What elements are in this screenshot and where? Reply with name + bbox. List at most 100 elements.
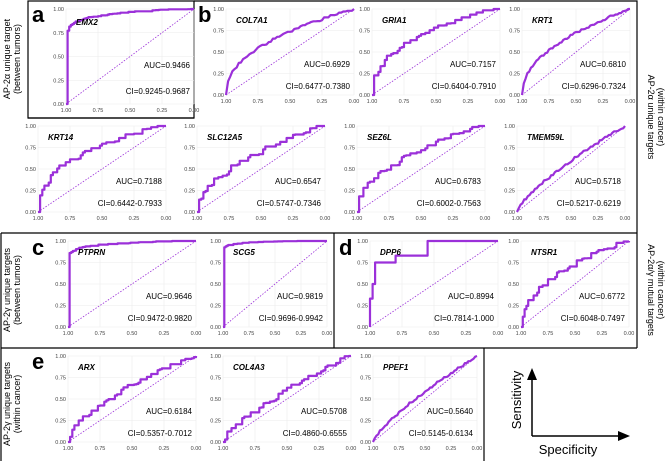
x-tick-label: 0.50 [270,331,281,337]
roc-curve-ptprn [68,239,196,329]
y-tick-label: 0.00 [357,325,368,331]
legend-sensitivity-label: Sensitivity [509,370,524,429]
y-tick-label: 0.50 [508,282,519,288]
x-tick-label: 0.00 [191,446,202,452]
gene-title-col4a3: COL4A3 [233,363,265,372]
y-tick-label: 1.00 [55,354,66,360]
frame-b [1,0,638,234]
ci-label-tmem59l: CI=0.5217-0.6219 [557,199,622,208]
gene-title-ppef1: PPEF1 [383,363,409,372]
y-tick-label: 1.00 [25,124,36,130]
x-tick-label: 1.00 [63,446,74,452]
x-tick-label: 1.00 [33,216,44,222]
y-tick-label: 0.75 [25,146,36,152]
y-tick-label: 0.25 [360,419,371,425]
x-tick-label: 0.25 [157,108,168,114]
x-tick-label: 0.75 [93,108,104,114]
x-tick-label: 1.00 [368,446,379,452]
x-tick-label: 1.00 [352,216,363,222]
gene-title-krt1: KRT1 [532,16,553,25]
ci-label-ptprn: CI=0.9472-0.9820 [128,314,193,323]
y-tick-label: 1.00 [504,124,515,130]
y-tick-label: 0.25 [344,189,355,195]
x-tick-label: 0.00 [349,99,360,105]
x-tick-label: 0.50 [416,216,427,222]
x-tick-label: 0.75 [397,331,408,337]
ci-label-sez6l: CI=0.6002-0.7563 [417,199,482,208]
roc-chart-dpp6: 1.00 0.75 0.50 0.25 0.00 0.00 0.25 0.50 0.75 1.00… [357,239,503,337]
reference-diagonal [516,125,626,213]
ci-label-arx: CI=0.5357-0.7012 [128,429,193,438]
side-label-mid-left-1: AP-2γ unique targets [2,247,12,332]
x-tick-label: 0.00 [161,216,172,222]
y-tick-label: 0.00 [504,210,515,216]
y-tick-label: 0.00 [344,210,355,216]
roc-chart-ntsr1: 1.00 0.75 0.50 0.25 0.00 0.00 0.25 0.50 0.75 1.00… [508,239,634,337]
roc-chart-ppef1: 1.00 0.75 0.50 0.25 0.00 0.00 0.25 0.50 0.75 1.00… [360,354,482,452]
roc-chart-gria1: 1.00 0.75 0.50 0.25 0.00 0.00 0.25 0.50 0.75 1.00… [359,7,505,105]
y-tick-label: 0.75 [210,376,221,382]
x-tick-label: 0.75 [95,331,106,337]
side-label-right-top-2: (within cancer) [656,88,666,147]
y-tick-label: 0.75 [55,261,66,267]
y-tick-label: 0.25 [55,419,66,425]
y-tick-label: 0.25 [184,189,195,195]
x-tick-label: 0.50 [256,216,267,222]
x-tick-label: 1.00 [516,331,527,337]
y-tick-label: 0.25 [210,419,221,425]
panel-letter-e: e [32,349,44,374]
auc-label-gria1: AUC=0.7157 [450,60,497,69]
x-tick-label: 0.75 [244,331,255,337]
x-tick-label: 1.00 [512,216,523,222]
panel-letter-d: d [339,235,352,260]
roc-curve-scg5 [223,239,327,329]
side-label-mid-right-2: (within cancer) [656,261,666,320]
x-tick-label: 1.00 [367,99,378,105]
y-tick-label: 0.50 [53,55,64,61]
ci-label-scg5: CI=0.9696-0.9942 [259,314,324,323]
roc-chart-scg5: 1.00 0.75 0.50 0.25 0.00 0.00 0.25 0.50 0.75 1.00… [210,239,332,337]
x-tick-label: 1.00 [63,331,74,337]
roc-curve-ppef1 [372,354,478,443]
y-tick-label: 0.00 [360,440,371,446]
roc-chart-ptprn: 1.00 0.75 0.50 0.25 0.00 0.00 0.25 0.50 0.75 1.00… [55,239,201,337]
roc-curve-ntsr1 [521,240,631,329]
y-tick-label: 0.50 [210,397,221,403]
roc-curve-col7a1 [224,8,355,96]
frame-cd [0,233,638,349]
y-tick-label: 0.75 [213,29,224,35]
x-tick-label: 0.00 [625,99,636,105]
y-tick-label: 1.00 [53,7,64,13]
roc-chart-col4a3: 1.00 0.75 0.50 0.25 0.00 0.00 0.25 0.50 0.75 1.00… [210,354,356,452]
x-tick-label: 0.75 [543,331,554,337]
gene-title-sez6l: SEZ6L [367,133,392,142]
y-tick-label: 0.50 [55,282,66,288]
x-tick-label: 0.25 [597,331,608,337]
x-tick-label: 0.75 [95,446,106,452]
roc-curve-krt14 [38,124,166,214]
roc-chart-sez6l: 1.00 0.75 0.50 0.25 0.00 0.00 0.25 0.50 0.75 1.00… [344,124,490,222]
roc-curve-sez6l [357,124,485,214]
x-tick-label: 0.50 [571,99,582,105]
x-tick-label: 0.00 [624,331,635,337]
x-tick-label: 0.00 [493,331,504,337]
y-tick-label: 0.00 [184,210,195,216]
x-tick-label: 0.00 [322,331,333,337]
ci-label-ppef1: CI=0.5145-0.6134 [409,429,474,438]
auc-label-sez6l: AUC=0.6783 [435,177,482,186]
roc-chart-tmem59l: 1.00 0.75 0.50 0.25 0.00 0.00 0.25 0.50 0.75 1.00… [504,124,630,222]
y-tick-label: 0.75 [509,29,520,35]
x-tick-label: 0.25 [446,446,457,452]
x-tick-label: 1.00 [517,99,528,105]
y-tick-label: 0.50 [210,282,221,288]
x-tick-label: 0.25 [317,99,328,105]
x-tick-label: 1.00 [365,331,376,337]
roc-chart-krt1: 1.00 0.75 0.50 0.25 0.00 0.00 0.25 0.50 0.75 1.00… [509,7,635,105]
auc-label-col7a1: AUC=0.6929 [304,60,351,69]
y-tick-label: 0.75 [357,261,368,267]
x-tick-label: 0.75 [65,216,76,222]
gene-title-dpp6: DPP6 [380,248,401,257]
side-label-bottom-left-2: (within cancer) [12,375,22,434]
y-tick-label: 1.00 [509,7,520,13]
